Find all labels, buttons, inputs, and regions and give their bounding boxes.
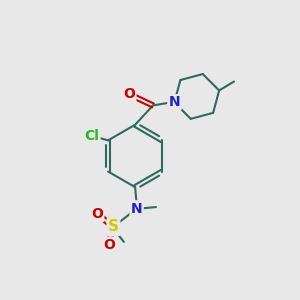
Text: O: O (123, 86, 135, 100)
Text: O: O (91, 207, 103, 220)
Text: O: O (103, 238, 115, 252)
Text: N: N (131, 202, 142, 216)
Text: Cl: Cl (84, 129, 99, 143)
Text: N: N (169, 95, 180, 110)
Text: S: S (108, 220, 119, 235)
